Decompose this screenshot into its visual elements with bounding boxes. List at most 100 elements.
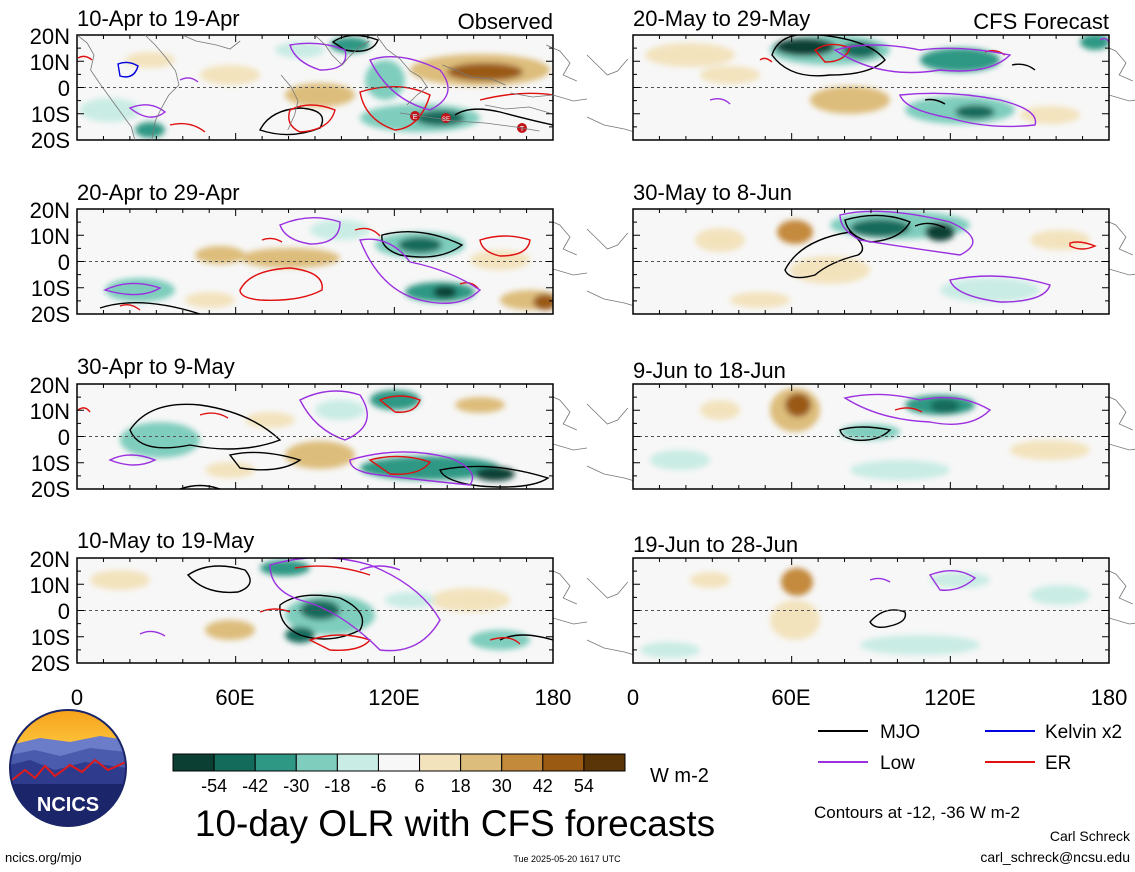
colorbar-swatch (460, 753, 503, 772)
legend-item-mjo: MJO (818, 722, 920, 743)
colorbar-tick-label: 54 (574, 776, 594, 796)
lat-label: 20N (30, 24, 70, 49)
panel-observed-4: 10-May to 19-May (30, 528, 572, 710)
main-title: 10-day OLR with CFS forecasts (195, 803, 715, 844)
lon-labels: 0 60E 120E 180 (71, 685, 571, 710)
lat-label: 10N (30, 50, 70, 75)
legend-item-low: Low (818, 753, 915, 774)
legend-label: ER (1045, 753, 1071, 774)
colorbar-swatch (213, 753, 256, 772)
wave-contours (99, 217, 531, 314)
lat-label: 20S (31, 477, 70, 502)
lon-labels: 0 60E 120E 180 (627, 685, 1127, 710)
colorbar-swatch (336, 753, 379, 772)
panel-date-title: 30-Apr to 9-May (77, 354, 235, 379)
lon-label: 120E (924, 685, 975, 710)
colorbar-swatch (377, 753, 421, 772)
colorbar-swatch (419, 753, 462, 772)
panel-date-title: 20-May to 29-May (633, 6, 810, 31)
lat-label: 20N (30, 198, 70, 223)
lat-label: 10S (31, 451, 70, 476)
legend: MJO Kelvin x2 Low ER (818, 722, 1122, 774)
lon-label: 120E (368, 685, 419, 710)
lat-labels: 20N 10N 0 10S 20S (30, 373, 70, 502)
coastline-path (315, 35, 369, 65)
wave-contours (784, 210, 1097, 303)
panel-forecast-4: 19-Jun to 28-Jun 0 60E 120E 180 (627, 532, 1127, 710)
lon-label: 0 (71, 685, 83, 710)
olr-field (633, 35, 1109, 140)
coastline-path (443, 65, 506, 85)
wave-marker-label: E (413, 114, 418, 121)
panel-date-title: 10-May to 19-May (77, 528, 254, 553)
coastline-path (281, 75, 298, 130)
lon-label: 60E (215, 685, 254, 710)
wave-contours (77, 35, 553, 136)
timestamp: Tue 2025-05-20 1617 UTC (513, 854, 621, 864)
coastline-path (1102, 394, 1133, 430)
lon-label: 180 (535, 685, 572, 710)
lat-label: 10S (31, 276, 70, 301)
coastline-path (485, 105, 550, 113)
legend-item-kelvin: Kelvin x2 (985, 722, 1122, 743)
coastline-path (77, 35, 135, 140)
colorbar-swatch (172, 753, 215, 772)
lat-label: 0 (58, 250, 70, 275)
panel-date-title: 10-Apr to 19-Apr (77, 6, 240, 31)
colorbar-tick-label: 6 (415, 776, 425, 796)
lat-labels: 20N 10N 0 10S 20S (30, 198, 70, 327)
lat-label: 0 (58, 425, 70, 450)
axis-ticks (76, 34, 1110, 664)
panel-forecast-3: 9-Jun to 18-Jun (632, 358, 1110, 490)
colorbar-swatch (254, 753, 297, 772)
lon-label: 0 (627, 685, 639, 710)
colorbar-tick-label: -54 (201, 776, 227, 796)
panel-observed-1: 10-Apr to 19-Apr Observed (30, 6, 554, 153)
lat-label: 20S (31, 651, 70, 676)
forecast-label: CFS Forecast (973, 9, 1109, 34)
colorbar-swatch (295, 753, 338, 772)
panel-forecast-1: 20-May to 29-May CFS Forecast (632, 6, 1110, 141)
colorbar-tick-label: -18 (324, 776, 350, 796)
colorbar-tick-label: -6 (370, 776, 386, 796)
lat-label: 20S (31, 302, 70, 327)
panel-date-title: 30-May to 8-Jun (633, 180, 792, 205)
lat-label: 10N (30, 573, 70, 598)
legend-item-er: ER (985, 753, 1071, 774)
colorbar-swatch (583, 753, 626, 772)
wave-contours (139, 558, 553, 652)
lat-label: 20N (30, 373, 70, 398)
colorbar: -54 -42 -30 -18 -6 6 18 30 42 54 (172, 753, 626, 796)
colorbar-tick-label: 30 (492, 776, 512, 796)
panel-observed-3: 30-Apr to 9-May (30, 354, 554, 502)
lat-labels: 20N 10N 0 10S 20S (30, 547, 70, 676)
colorbar-tick-label: 18 (451, 776, 471, 796)
website-text: ncics.org/mjo (5, 850, 82, 865)
colorbar-tick-label: 42 (533, 776, 553, 796)
coastline-path (145, 35, 179, 140)
coastline-path (546, 394, 577, 430)
coastline-path (376, 35, 427, 105)
colorbar-tick-label: -42 (242, 776, 268, 796)
contours-note: Contours at -12, -36 W m-2 (814, 803, 1020, 822)
colorbar-unit: W m-2 (650, 765, 709, 787)
panel-date-title: 20-Apr to 29-Apr (77, 180, 240, 205)
coastline-path (587, 55, 628, 75)
lat-label: 20N (30, 547, 70, 572)
lat-label: 10N (30, 399, 70, 424)
coastline-path (182, 35, 240, 49)
coastline-path (587, 404, 628, 424)
lat-label: 10S (31, 625, 70, 650)
wave-contours (709, 35, 1109, 128)
ncics-logo: NCICS (9, 709, 127, 827)
coastline-path (1102, 45, 1133, 81)
lat-label: 10N (30, 224, 70, 249)
lon-label: 180 (1091, 685, 1128, 710)
author-name: Carl Schreck (1050, 828, 1131, 844)
lat-label: 20S (31, 128, 70, 153)
panel-date-title: 19-Jun to 28-Jun (633, 532, 798, 557)
coastline-path (1102, 568, 1133, 604)
coastline-path (546, 45, 577, 81)
wave-marker-label: T (520, 126, 525, 133)
